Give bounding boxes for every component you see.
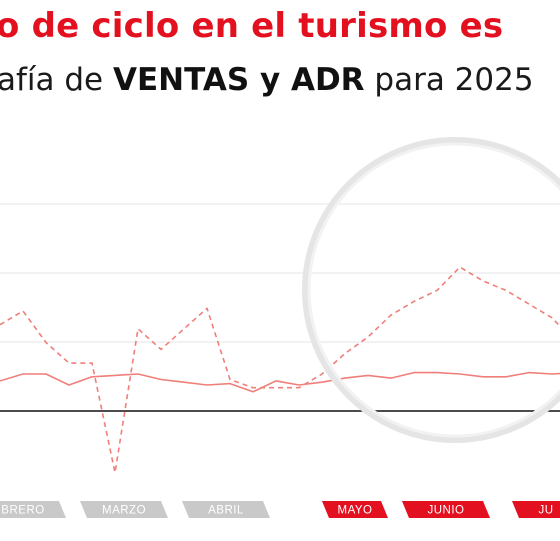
chart-subtitle: afía de VENTAS y ADR para 2025 — [0, 62, 557, 98]
series-line-solid — [0, 371, 560, 393]
month-label: JUNIO — [428, 505, 465, 517]
subtitle-emphasis: VENTAS y ADR — [112, 62, 365, 98]
month-tab — [80, 501, 168, 518]
grid-layer — [0, 203, 560, 343]
series-line-dashed — [0, 266, 560, 474]
month-tab — [322, 501, 388, 518]
series-layer — [0, 266, 560, 474]
month-label: MARZO — [102, 505, 146, 517]
subtitle-suffix: para 2025 — [364, 62, 534, 98]
month-label: ABRIL — [208, 505, 244, 517]
highlight-layer — [302, 137, 560, 443]
month-tab — [0, 501, 66, 518]
month-label: JU — [538, 505, 553, 517]
chart-title: o de ciclo en el turismo es — [0, 6, 504, 46]
month-axis: BRERO MARZO ABRIL MAYO JUNIO JU — [0, 501, 560, 518]
month-tab — [512, 501, 560, 518]
highlight-circle-inner — [307, 142, 560, 438]
month-tab — [402, 501, 490, 518]
month-label: MAYO — [337, 505, 372, 517]
month-label: BRERO — [1, 505, 44, 517]
highlight-circle — [302, 137, 560, 443]
month-tab — [182, 501, 270, 518]
subtitle-prefix: afía de — [0, 62, 113, 98]
